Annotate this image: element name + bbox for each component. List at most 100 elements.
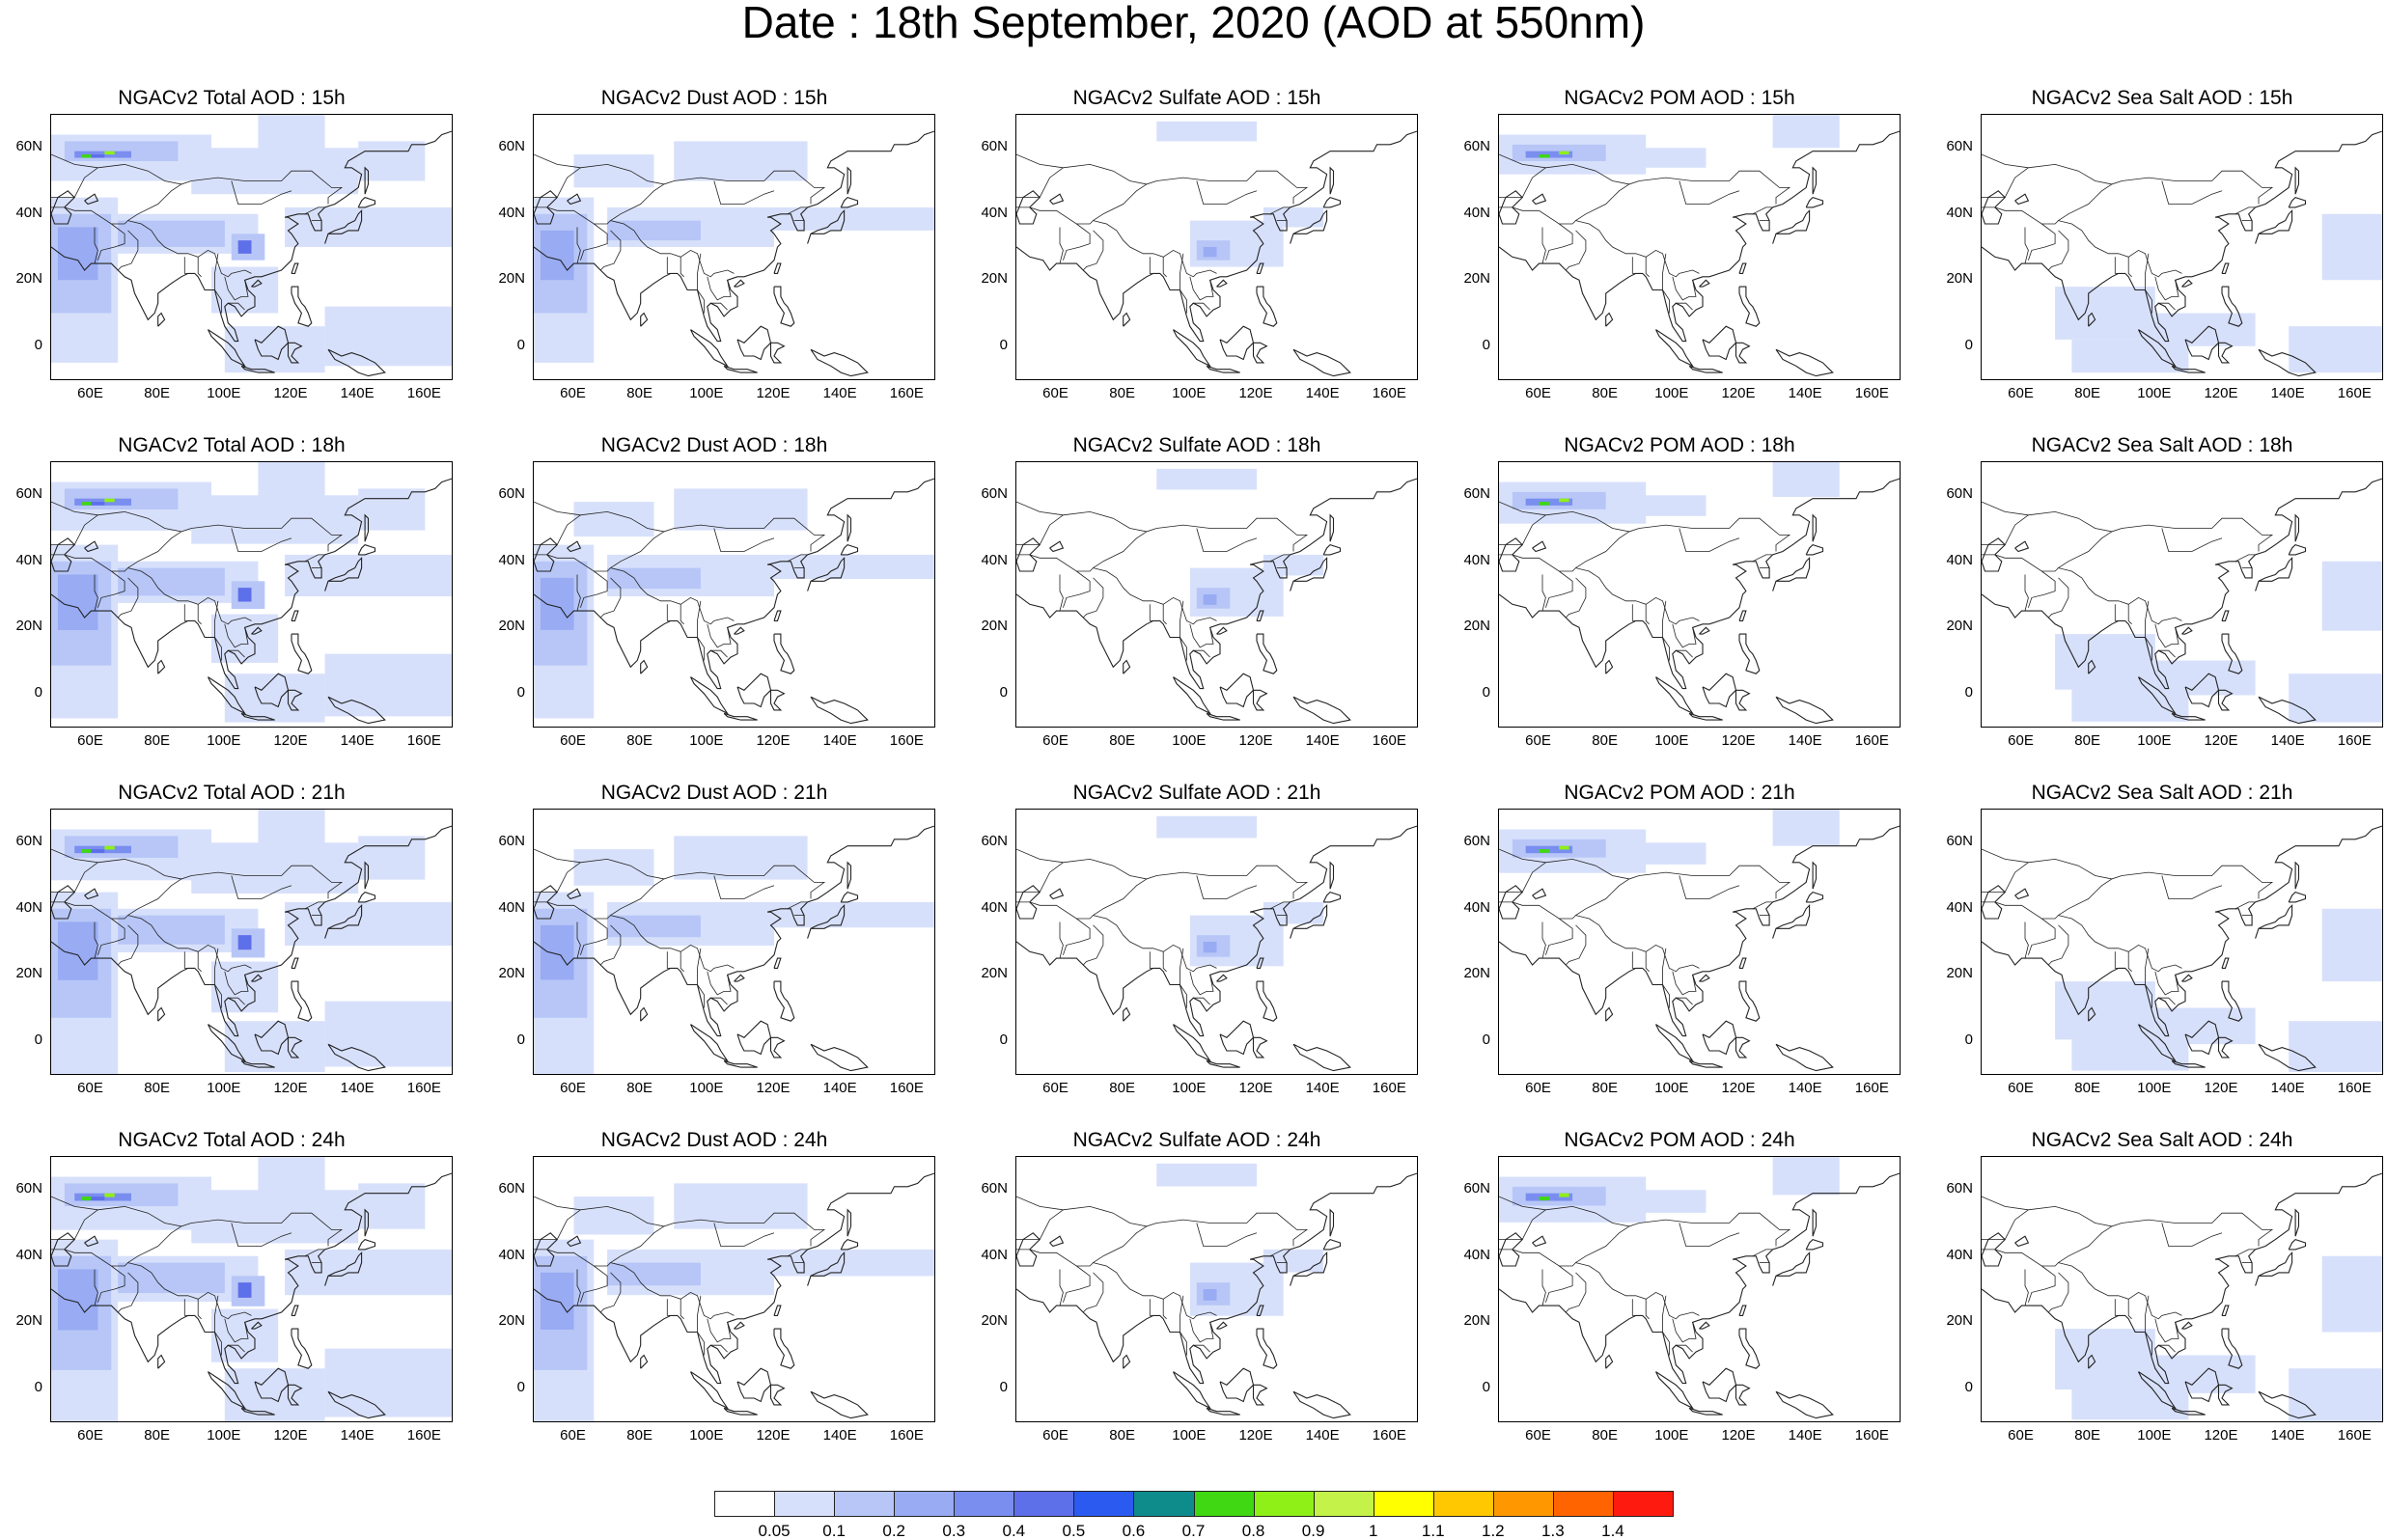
country-border — [1189, 623, 1214, 648]
country-border — [2158, 649, 2176, 658]
country-border — [1565, 230, 1587, 271]
coastline — [1256, 286, 1278, 327]
lat-tick-label: 20N — [1946, 965, 1973, 982]
country-border — [713, 1223, 775, 1247]
aod-cell — [118, 567, 225, 596]
lon-tick-label: 80E — [1109, 1427, 1135, 1444]
country-border — [1982, 862, 2029, 893]
lon-tick-label: 60E — [1525, 1080, 1551, 1096]
aod-map — [1499, 810, 1900, 1072]
lat-tick-label: 20N — [1946, 618, 1973, 635]
country-border — [2234, 206, 2256, 215]
coastline — [769, 1384, 786, 1406]
coastline — [807, 556, 846, 591]
coastline — [1605, 659, 1614, 674]
country-border — [1982, 1249, 2059, 1267]
coastline — [1049, 888, 1065, 900]
lat-tick-label: 20N — [1463, 1312, 1490, 1330]
coastline — [1016, 825, 1417, 1037]
country-border — [1676, 997, 1693, 1005]
country-border — [609, 1225, 735, 1320]
country-border — [1672, 1318, 1697, 1343]
coastline — [1329, 1208, 1335, 1237]
lon-tick-label: 120E — [756, 385, 791, 401]
colorbar-swatch — [954, 1491, 1015, 1517]
coastline — [251, 279, 263, 288]
country-border — [1574, 878, 1700, 973]
country-border — [1662, 600, 1670, 661]
lon-tick-label: 160E — [1854, 1080, 1889, 1096]
map-panel: NGACv2 Dust AOD : 15h 60N 40N 20N 0 60E 80E 100… — [483, 87, 946, 425]
country-border — [1541, 921, 1546, 959]
country-border — [228, 302, 245, 311]
country-border — [534, 153, 826, 205]
coastline — [84, 540, 99, 553]
country-border — [1662, 948, 1670, 1008]
lon-tick-label: 100E — [1654, 1427, 1689, 1444]
colorbar-swatch — [1373, 1491, 1434, 1517]
lon-tick-label: 160E — [889, 732, 924, 749]
country-border — [304, 901, 325, 910]
lat-tick-label: 60N — [1946, 485, 1973, 503]
country-border — [1982, 206, 2059, 225]
lon-tick-label: 60E — [1042, 1080, 1069, 1096]
panel-title: NGACv2 Sulfate AOD : 24h — [1072, 1129, 1321, 1151]
coastline — [2184, 1367, 2220, 1403]
country-border — [228, 649, 245, 658]
country-border — [713, 875, 775, 899]
country-border — [1982, 1209, 2029, 1240]
coastline — [2181, 1321, 2193, 1330]
country-border — [787, 206, 808, 215]
country-border — [1162, 257, 1167, 278]
coastline — [327, 348, 386, 377]
country-border — [51, 206, 128, 225]
country-border — [1752, 206, 1773, 215]
coastline — [2255, 1251, 2293, 1286]
country-border — [51, 153, 344, 205]
lon-tick-label: 140E — [1305, 732, 1340, 749]
coastline — [1738, 633, 1761, 674]
country-border — [1189, 971, 1214, 996]
country-border — [1082, 577, 1104, 619]
coastline — [2288, 543, 2307, 556]
country-border — [1982, 554, 2059, 572]
coastline — [567, 540, 582, 553]
lon-tick-label: 140E — [340, 732, 375, 749]
lat-tick-label: 60N — [1463, 485, 1490, 503]
coastline — [1699, 626, 1710, 635]
lat-tick-label: 40N — [1463, 551, 1490, 568]
coastline — [1688, 365, 1723, 373]
country-border — [1092, 531, 1217, 625]
lon-tick-label: 100E — [1172, 732, 1207, 749]
coastline — [1329, 513, 1335, 542]
aod-cell — [1559, 151, 1569, 155]
coastline — [1702, 1367, 1737, 1403]
aod-map — [534, 825, 934, 1074]
aod-map — [1016, 468, 1417, 725]
coastline — [1738, 610, 1747, 621]
aod-cell — [540, 924, 574, 980]
country-border — [1269, 1249, 1291, 1257]
coastline — [1123, 1006, 1131, 1022]
country-border — [534, 206, 611, 225]
country-border — [697, 1295, 705, 1356]
country-border — [2047, 1272, 2069, 1313]
lat-tick-label: 40N — [15, 204, 42, 221]
coastline — [769, 1036, 786, 1059]
country-border — [97, 918, 125, 955]
country-border — [2028, 918, 2056, 955]
colorbar-label: 0.3 — [942, 1522, 966, 1540]
aod-map — [1499, 462, 1900, 725]
country-border — [1982, 1196, 2274, 1247]
coastline — [1805, 543, 1824, 556]
country-border — [1499, 1196, 1791, 1247]
country-border — [51, 167, 98, 198]
country-border — [2158, 1344, 2176, 1353]
coastline — [2221, 610, 2230, 621]
country-border — [1541, 1269, 1546, 1306]
lon-tick-label: 100E — [1172, 1080, 1207, 1096]
country-border — [680, 604, 684, 625]
panel-title: NGACv2 Sulfate AOD : 18h — [1072, 434, 1321, 456]
lon-tick-label: 120E — [756, 1427, 791, 1444]
coastline — [2288, 196, 2307, 208]
